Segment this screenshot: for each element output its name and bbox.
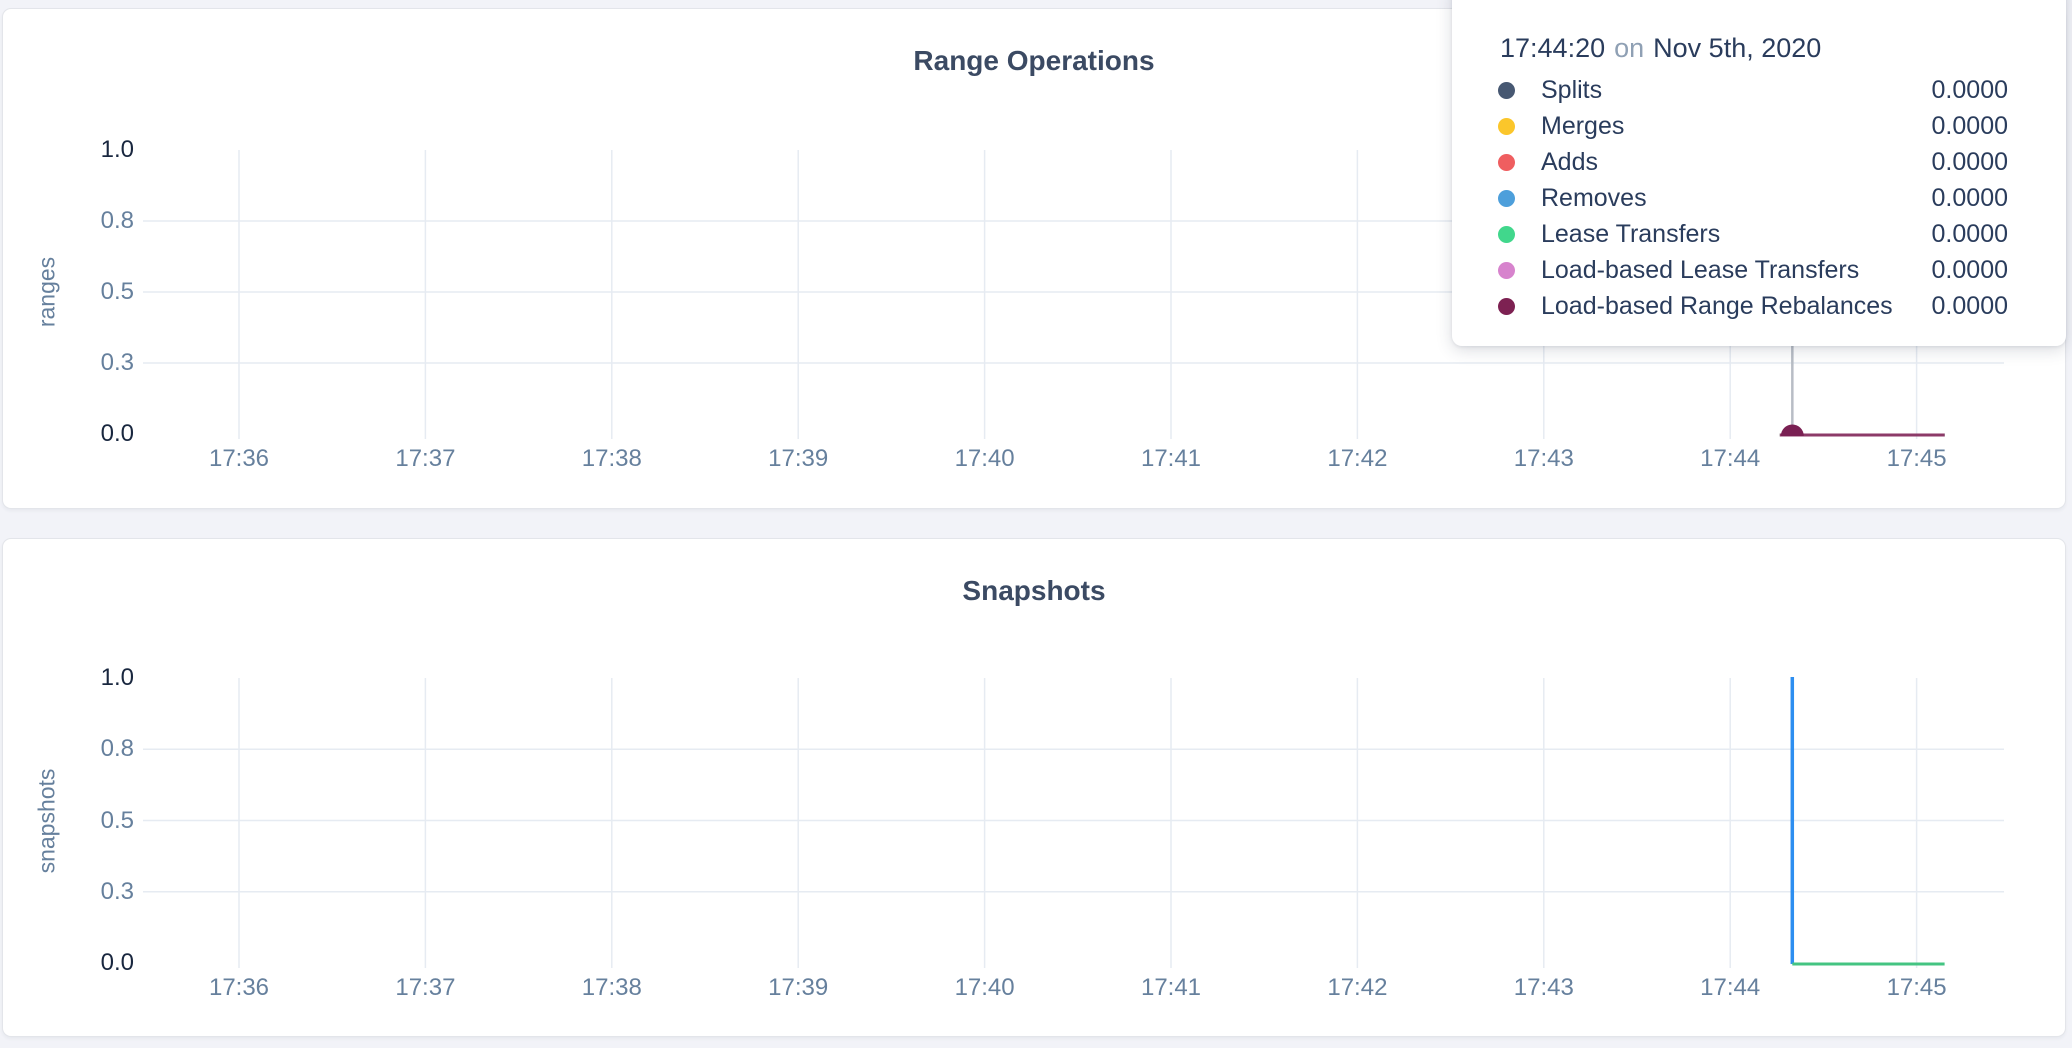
x-tick-label: 17:42 xyxy=(1327,445,1388,472)
series-label: Load-based Lease Transfers xyxy=(1541,255,1860,284)
x-tick-label: 17:42 xyxy=(1327,974,1388,1001)
tooltip-series-row: Load-based Range Rebalances 0.0000 xyxy=(1498,288,2008,324)
series-value: 0.0000 xyxy=(1931,75,2008,104)
series-value: 0.0000 xyxy=(1931,291,2008,320)
tooltip-date: Nov 5th, 2020 xyxy=(1653,33,1822,63)
x-tick-label: 17:38 xyxy=(581,445,642,472)
series-value: 0.0000 xyxy=(1931,219,2008,248)
y-tick-label: 0.3 xyxy=(100,349,134,376)
series-color-dot-icon xyxy=(1498,225,1515,243)
x-tick-label: 17:40 xyxy=(954,974,1015,1001)
snapshots-chart-card: Snapshots snapshots 0.0 0.3 0.5 0.8 1.0 17:36… xyxy=(2,538,2066,1037)
snapshots-plot xyxy=(143,677,2004,968)
series-value: 0.0000 xyxy=(1931,255,2008,284)
series-label: Merges xyxy=(1541,111,1625,140)
x-tick-label: 17:36 xyxy=(208,974,270,1001)
tooltip-series-row: Lease Transfers 0.0000 xyxy=(1498,216,2008,252)
tooltip-series-row: Removes 0.0000 xyxy=(1498,180,2008,216)
x-tick-label: 17:38 xyxy=(581,974,642,1001)
series-color-dot-icon xyxy=(1498,189,1515,207)
y-tick-label: 1.0 xyxy=(100,664,134,691)
x-tick-label: 17:41 xyxy=(1140,974,1202,1001)
tooltip-series-row: Splits 0.0000 xyxy=(1498,72,2008,108)
y-tick-label: 0.0 xyxy=(100,420,134,447)
x-tick-label: 17:45 xyxy=(1886,974,1947,1001)
tooltip-timestamp: 17:44:20 on Nov 5th, 2020 xyxy=(1500,30,2008,66)
series-value: 0.0000 xyxy=(1931,147,2008,176)
series-color-dot-icon xyxy=(1498,261,1515,279)
x-tick-label: 17:40 xyxy=(954,445,1015,472)
series-label: Removes xyxy=(1541,183,1647,212)
tooltip-series-row: Load-based Lease Transfers 0.0000 xyxy=(1498,252,2008,288)
tooltip-series-row: Adds 0.0000 xyxy=(1498,144,2008,180)
x-tick-label: 17:37 xyxy=(395,974,456,1001)
y-tick-label: 0.5 xyxy=(100,278,134,305)
chart-title: Range Operations xyxy=(913,45,1155,76)
snapshots-plot-area[interactable] xyxy=(143,678,2004,963)
series-color-dot-icon xyxy=(1498,81,1515,99)
series-label: Lease Transfers xyxy=(1541,219,1721,248)
x-tick-label: 17:45 xyxy=(1886,445,1947,472)
series-label: Adds xyxy=(1541,147,1598,176)
y-tick-label: 0.8 xyxy=(100,207,134,234)
x-tick-label: 17:39 xyxy=(768,445,829,472)
chart-hover-tooltip: 17:44:20 on Nov 5th, 2020 Splits 0.0000 Merg… xyxy=(1452,0,2066,346)
x-tick-label: 17:44 xyxy=(1700,974,1761,1001)
series-label: Splits xyxy=(1541,75,1603,104)
series-value: 0.0000 xyxy=(1931,183,2008,212)
series-color-dot-icon xyxy=(1498,117,1515,135)
y-tick-label: 1.0 xyxy=(100,136,134,163)
y-tick-label: 0.0 xyxy=(100,949,134,976)
series-label: Load-based Range Rebalances xyxy=(1541,291,1893,320)
x-tick-label: 17:44 xyxy=(1700,445,1761,472)
x-tick-label: 17:39 xyxy=(768,974,829,1001)
tooltip-rows: Splits 0.0000 Merges 0.0000 Adds 0.0000 Remove… xyxy=(1498,72,2008,324)
x-tick-label: 17:43 xyxy=(1513,974,1574,1001)
tooltip-series-row: Merges 0.0000 xyxy=(1498,108,2008,144)
y-tick-label: 0.8 xyxy=(100,735,134,763)
series-color-dot-icon xyxy=(1498,153,1515,171)
x-tick-label: 17:41 xyxy=(1140,445,1202,472)
y-tick-label: 0.3 xyxy=(100,877,134,905)
series-color-dot-icon xyxy=(1498,297,1515,315)
hover-dot-icon xyxy=(1780,424,1804,436)
tooltip-time: 17:44:20 xyxy=(1500,33,1606,63)
x-tick-label: 17:36 xyxy=(208,445,270,472)
series-value: 0.0000 xyxy=(1931,111,2008,140)
x-tick-label: 17:43 xyxy=(1513,445,1574,472)
y-tick-label: 0.5 xyxy=(100,806,134,834)
chart-title: Snapshots xyxy=(962,575,1106,606)
tooltip-connector: on xyxy=(1614,33,1645,63)
x-tick-label: 17:37 xyxy=(395,445,456,472)
